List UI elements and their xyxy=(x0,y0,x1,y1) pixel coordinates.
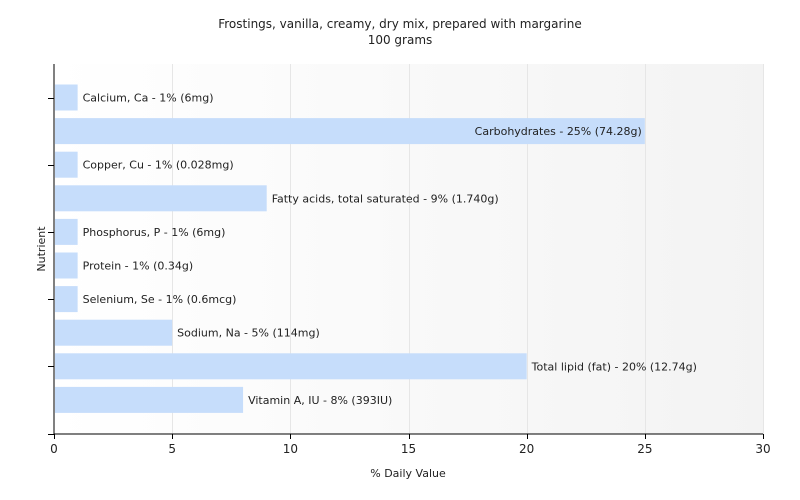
chart-title: Frostings, vanilla, creamy, dry mix, pre… xyxy=(218,17,582,31)
bar xyxy=(55,252,78,279)
y-axis-label: Nutrient xyxy=(35,226,48,272)
bars: Calcium, Ca - 1% (6mg) Carbohydrates - 25… xyxy=(55,84,697,413)
bar xyxy=(55,151,78,178)
chart-title-block: Frostings, vanilla, creamy, dry mix, pre… xyxy=(0,16,800,48)
bar-label: Fatty acids, total saturated - 9% (1.740… xyxy=(272,192,499,205)
bar xyxy=(55,386,244,413)
bar-label: Carbohydrates - 25% (74.28g) xyxy=(475,125,642,138)
bar xyxy=(55,218,78,245)
x-tick-label: 25 xyxy=(637,442,652,456)
bar-label: Total lipid (fat) - 20% (12.74g) xyxy=(531,360,697,373)
x-tick-label: 15 xyxy=(401,442,416,456)
y-ticks xyxy=(48,98,54,435)
x-tick-label: 5 xyxy=(168,442,176,456)
bar-label: Sodium, Na - 5% (114mg) xyxy=(177,327,320,340)
x-tick-label: 0 xyxy=(50,442,58,456)
x-tick-label: 10 xyxy=(283,442,298,456)
bar xyxy=(55,286,78,313)
bar-label: Phosphorus, P - 1% (6mg) xyxy=(83,226,226,239)
bar-label: Protein - 1% (0.34g) xyxy=(83,260,194,273)
bar-label: Calcium, Ca - 1% (6mg) xyxy=(83,92,214,105)
x-axis-label: % Daily Value xyxy=(370,467,446,480)
bar xyxy=(55,185,267,212)
chart-subtitle: 100 grams xyxy=(367,33,433,47)
bar xyxy=(55,319,173,346)
x-tick-label: 20 xyxy=(519,442,534,456)
bar xyxy=(55,118,645,145)
x-tick-label: 30 xyxy=(755,442,770,456)
bar xyxy=(55,353,527,380)
bar-label: Selenium, Se - 1% (0.6mcg) xyxy=(83,293,237,306)
x-ticks: 0 5 10 15 20 25 30 xyxy=(50,434,771,456)
bar xyxy=(55,84,78,111)
bar-label: Copper, Cu - 1% (0.028mg) xyxy=(83,159,234,172)
bar-label: Vitamin A, IU - 8% (393IU) xyxy=(248,394,392,407)
